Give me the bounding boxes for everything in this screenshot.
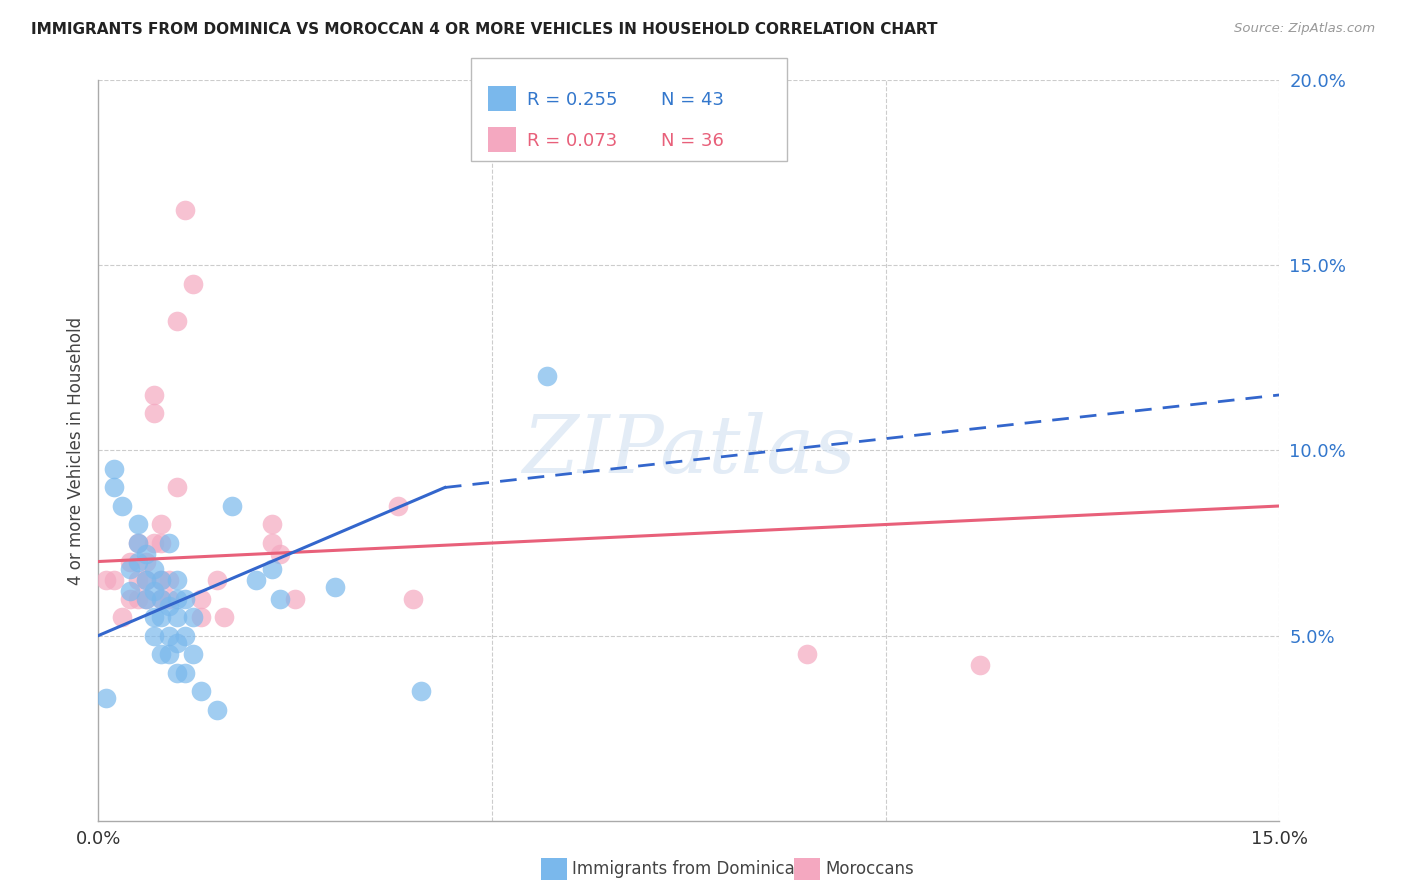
Point	[269, 547, 291, 561]
Point	[103, 481, 125, 495]
Point	[127, 536, 149, 550]
Point	[150, 610, 173, 624]
Point	[111, 499, 134, 513]
Point	[118, 584, 141, 599]
Point	[174, 591, 197, 606]
Point	[166, 636, 188, 650]
Point	[135, 547, 157, 561]
Point	[150, 591, 173, 606]
Point	[969, 658, 991, 673]
Point	[166, 591, 188, 606]
Point	[118, 591, 141, 606]
Point	[221, 499, 243, 513]
Point	[157, 536, 180, 550]
Point	[402, 591, 425, 606]
Point	[150, 517, 173, 532]
Point	[127, 554, 149, 569]
Point	[103, 573, 125, 587]
Point	[142, 628, 165, 642]
Point	[174, 628, 197, 642]
Point	[96, 691, 118, 706]
Point	[269, 591, 291, 606]
Point	[157, 599, 180, 613]
Point	[190, 610, 212, 624]
Point	[142, 536, 165, 550]
Point	[135, 591, 157, 606]
Point	[150, 573, 173, 587]
Point	[157, 573, 180, 587]
Point	[245, 573, 267, 587]
Point	[166, 481, 188, 495]
Point	[150, 536, 173, 550]
Point	[536, 369, 558, 384]
Point	[150, 647, 173, 661]
Point	[166, 610, 188, 624]
Point	[142, 407, 165, 421]
Text: R = 0.073: R = 0.073	[527, 132, 617, 150]
Text: R = 0.255: R = 0.255	[527, 91, 617, 109]
Point	[181, 610, 204, 624]
Point	[118, 562, 141, 576]
Point	[166, 314, 188, 328]
Text: N = 43: N = 43	[661, 91, 724, 109]
Point	[150, 573, 173, 587]
Point	[190, 684, 212, 698]
Point	[181, 277, 204, 291]
Point	[127, 591, 149, 606]
Text: N = 36: N = 36	[661, 132, 724, 150]
Point	[127, 573, 149, 587]
Point	[142, 610, 165, 624]
Point	[205, 703, 228, 717]
Point	[142, 388, 165, 402]
Point	[157, 628, 180, 642]
Point	[796, 647, 818, 661]
Point	[166, 665, 188, 680]
Point	[135, 573, 157, 587]
Point	[127, 517, 149, 532]
Point	[260, 536, 283, 550]
Point	[142, 584, 165, 599]
Point	[387, 499, 409, 513]
Point	[411, 684, 433, 698]
Point	[260, 562, 283, 576]
Text: ZIPatlas: ZIPatlas	[522, 412, 856, 489]
Point	[190, 591, 212, 606]
Point	[260, 517, 283, 532]
Point	[284, 591, 307, 606]
Point	[214, 610, 236, 624]
Text: Immigrants from Dominica: Immigrants from Dominica	[572, 860, 794, 878]
Point	[157, 647, 180, 661]
Point	[150, 591, 173, 606]
Point	[103, 462, 125, 476]
Text: Moroccans: Moroccans	[825, 860, 914, 878]
Point	[118, 554, 141, 569]
Point	[157, 591, 180, 606]
Point	[127, 536, 149, 550]
Text: IMMIGRANTS FROM DOMINICA VS MOROCCAN 4 OR MORE VEHICLES IN HOUSEHOLD CORRELATION: IMMIGRANTS FROM DOMINICA VS MOROCCAN 4 O…	[31, 22, 938, 37]
Point	[96, 573, 118, 587]
Point	[174, 202, 197, 217]
Point	[205, 573, 228, 587]
Y-axis label: 4 or more Vehicles in Household: 4 or more Vehicles in Household	[66, 317, 84, 584]
Point	[181, 647, 204, 661]
Point	[166, 573, 188, 587]
Point	[111, 610, 134, 624]
Point	[135, 591, 157, 606]
Point	[142, 562, 165, 576]
Point	[323, 581, 346, 595]
Point	[135, 554, 157, 569]
Point	[174, 665, 197, 680]
Text: Source: ZipAtlas.com: Source: ZipAtlas.com	[1234, 22, 1375, 36]
Point	[135, 573, 157, 587]
